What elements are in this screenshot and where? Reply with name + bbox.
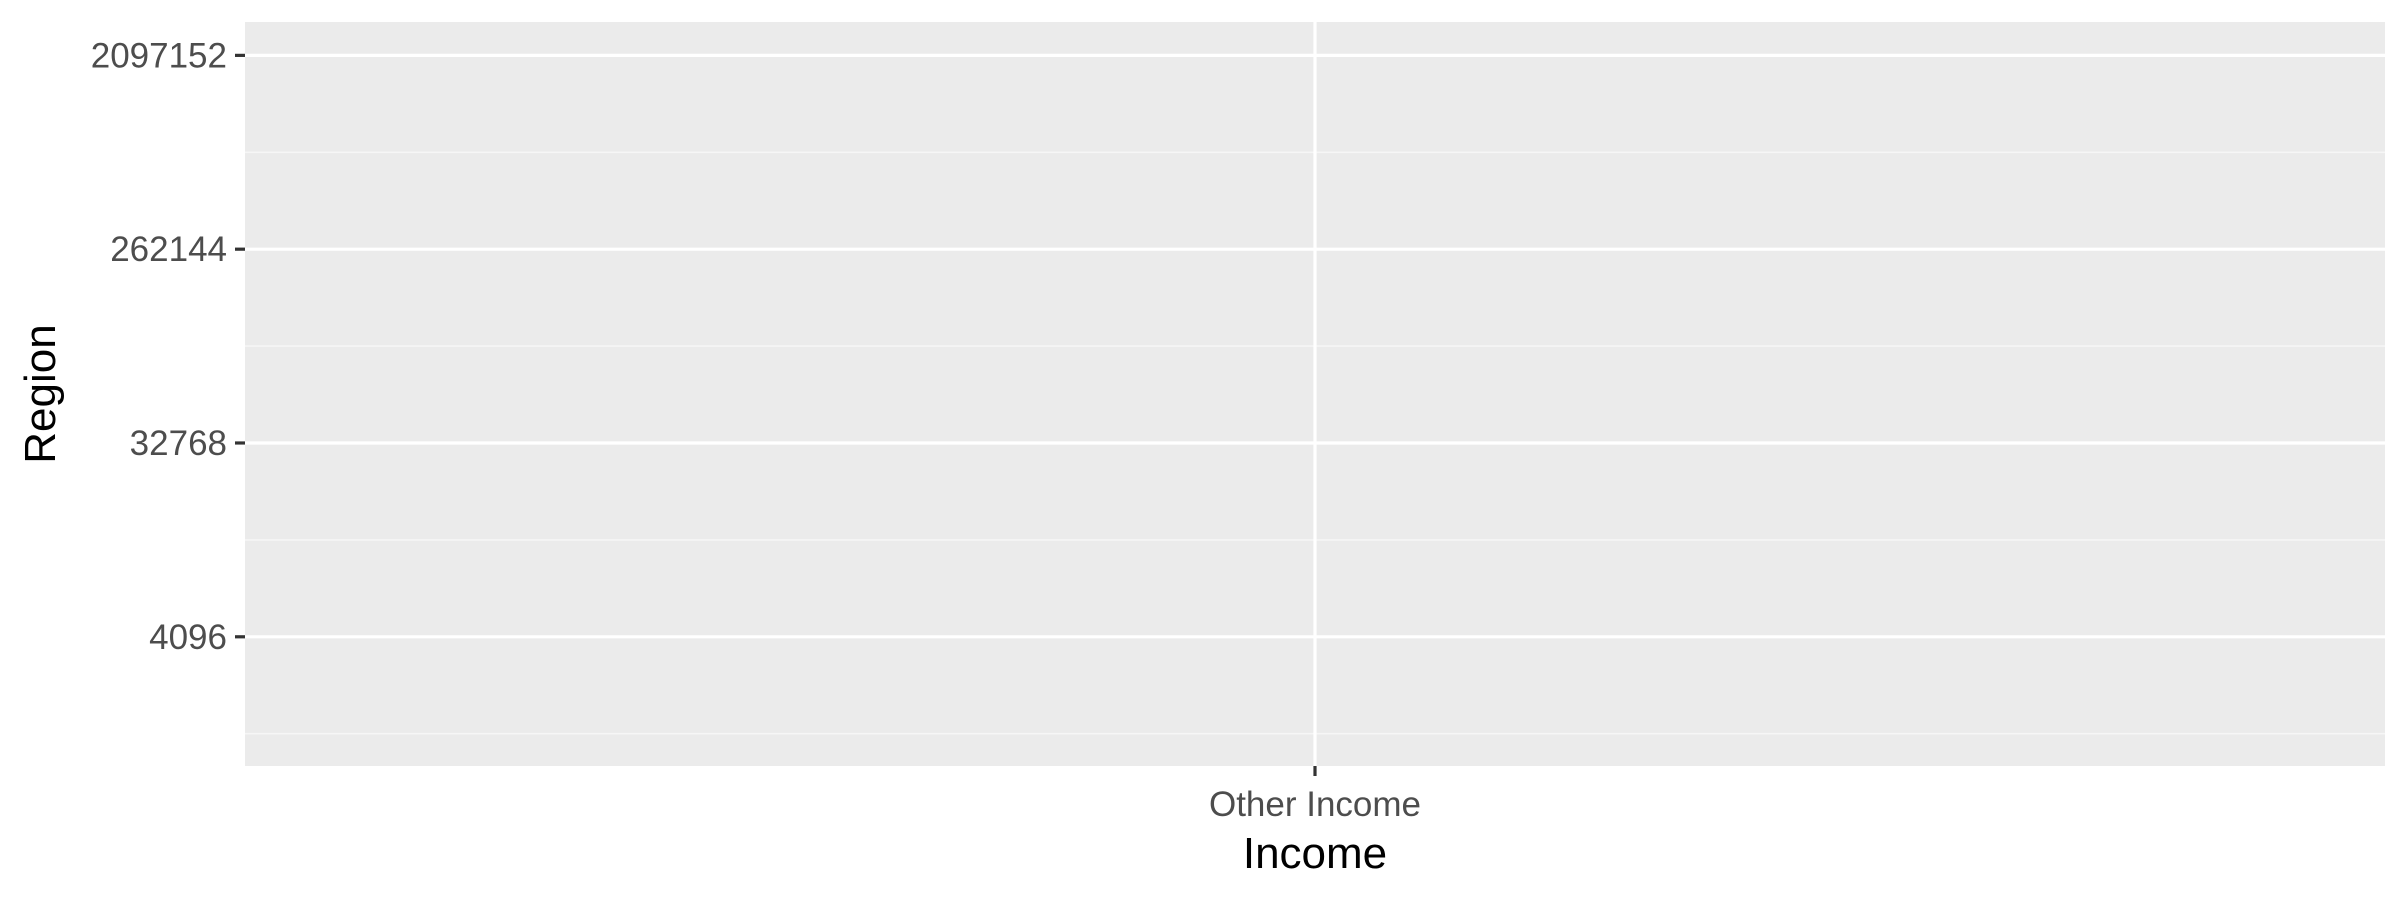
y-tick-label: 4096 [149,618,227,657]
tick-labels: 4096 32768 262144 2097152 Other Income [91,36,1421,824]
grid-lines [245,22,2385,766]
y-tick-label: 262144 [110,230,227,269]
x-tick-label: Other Income [1209,785,1421,824]
y-tick-label: 32768 [130,424,227,463]
y-tick-label: 2097152 [91,36,227,75]
axis-ticks [235,53,1317,776]
y-axis-title: Region [16,324,65,463]
x-axis-title: Income [1243,829,1387,878]
